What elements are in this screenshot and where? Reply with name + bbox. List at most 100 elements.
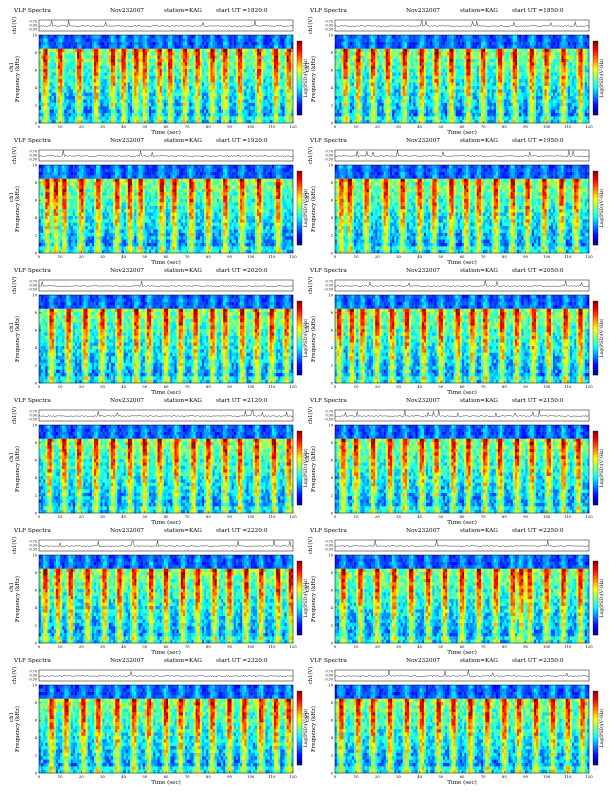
- frequency-axis-prefix: ch1: [9, 62, 15, 72]
- time-axis-label: Time (sec): [447, 389, 477, 396]
- frequency-tick-label: 4: [35, 85, 38, 90]
- frequency-tick-label: 10: [328, 682, 333, 687]
- time-tick-label: 90: [523, 774, 528, 779]
- frequency-axis-prefix: ch1: [305, 322, 311, 332]
- time-tick-label: 70: [481, 124, 486, 129]
- time-tick-label: 0: [38, 384, 41, 389]
- waveform-trace: [334, 670, 590, 677]
- waveform-tick-label: 0.00: [29, 674, 37, 678]
- spectrogram-panel: VLF Spectra Nov232007 station=KAG start UT …: [6, 8, 310, 136]
- waveform-tick-label: 0.00: [29, 154, 37, 158]
- frequency-tick-label: 6: [35, 718, 38, 723]
- colorbar-label: Log(PSD)(V²/Hz): [302, 448, 309, 487]
- time-tick-label: 110: [268, 254, 276, 259]
- time-tick-label: 20: [79, 124, 84, 129]
- frequency-tick-label: 0: [35, 640, 38, 645]
- frequency-tick-label: 2: [35, 363, 38, 368]
- frequency-tick-label: 6: [331, 718, 334, 723]
- time-tick-label: 30: [100, 774, 105, 779]
- time-tick-label: 80: [206, 514, 211, 519]
- time-tick-label: 40: [121, 644, 126, 649]
- time-tick-label: 10: [58, 644, 63, 649]
- waveform-axis-label: ch1(V): [11, 537, 18, 554]
- waveform-trace: [38, 409, 294, 418]
- time-tick-label: 120: [585, 124, 593, 129]
- waveform-tick-label: -0.50: [28, 418, 37, 422]
- frequency-tick-label: 10: [328, 32, 333, 37]
- colorbar: [296, 430, 303, 506]
- time-tick-label: 100: [543, 644, 551, 649]
- panel-start-time: start UT =1920:0: [216, 138, 268, 145]
- time-tick-label: 60: [460, 254, 465, 259]
- time-tick-label: 50: [142, 124, 147, 129]
- spectrogram-panel: VLF Spectra Nov232007 station=KAG start UT …: [302, 528, 606, 656]
- time-tick-label: 100: [247, 644, 255, 649]
- spectrogram-heatmap: [335, 165, 590, 254]
- frequency-tick-label: 2: [35, 103, 38, 108]
- spectrogram-panel: VLF Spectra Nov232007 station=KAG start UT …: [6, 138, 310, 266]
- time-tick-label: 70: [481, 774, 486, 779]
- panel-station: station=KAG: [460, 658, 498, 665]
- waveform-tick-label: 0.70: [325, 20, 333, 24]
- waveform-tick-label: -0.50: [324, 418, 333, 422]
- frequency-axis-label: Frequency (kHz): [310, 56, 317, 102]
- frequency-tick-label: 6: [331, 328, 334, 333]
- time-tick-label: 120: [289, 254, 297, 259]
- waveform-tick-label: 0.00: [29, 284, 37, 288]
- colorbar-tick-label: -: [595, 507, 596, 511]
- time-tick-label: 120: [585, 514, 593, 519]
- colorbar-tick-label: -: [595, 247, 596, 251]
- colorbar-label: Log(PSD)(V²/Hz): [598, 58, 605, 97]
- colorbar-tick-label: -: [595, 117, 596, 121]
- time-tick-label: 40: [417, 254, 422, 259]
- frequency-tick-label: 4: [35, 475, 38, 480]
- waveform-tick-label: 0.00: [325, 284, 333, 288]
- frequency-tick-label: 4: [331, 345, 334, 350]
- spectrogram-heatmap: [39, 165, 294, 254]
- panel-start-time: start UT =2050:0: [512, 268, 564, 275]
- time-tick-label: 50: [142, 384, 147, 389]
- time-tick-label: 0: [334, 774, 337, 779]
- time-tick-label: 30: [396, 124, 401, 129]
- waveform-axis-label: ch1(V): [307, 17, 314, 34]
- time-tick-label: 20: [375, 644, 380, 649]
- frequency-axis-prefix: ch1: [9, 582, 15, 592]
- panel-date: Nov232007: [110, 8, 144, 15]
- time-tick-label: 110: [268, 124, 276, 129]
- colorbar-label: Log(PSD)(V²/Hz): [598, 578, 605, 617]
- waveform-frame: [38, 409, 294, 422]
- time-tick-label: 90: [227, 774, 232, 779]
- waveform-tick-label: 0.00: [29, 24, 37, 28]
- time-tick-label: 110: [564, 774, 572, 779]
- frequency-tick-label: 6: [35, 588, 38, 593]
- panel-title: VLF Spectra: [14, 398, 51, 405]
- time-tick-label: 10: [354, 514, 359, 519]
- time-tick-label: 40: [417, 644, 422, 649]
- spectrogram-panel: VLF Spectra Nov232007 station=KAG start UT …: [302, 138, 606, 266]
- time-tick-label: 90: [523, 124, 528, 129]
- waveform-tick-label: 0.00: [325, 154, 333, 158]
- time-tick-label: 40: [417, 384, 422, 389]
- time-tick-label: 70: [185, 514, 190, 519]
- time-tick-label: 30: [100, 124, 105, 129]
- frequency-tick-label: 6: [35, 328, 38, 333]
- time-tick-label: 100: [247, 254, 255, 259]
- panel-title: VLF Spectra: [310, 528, 347, 535]
- frequency-axis-label: Frequency (kHz): [310, 186, 317, 232]
- frequency-axis-prefix: ch1: [305, 192, 311, 202]
- frequency-tick-label: 2: [35, 623, 38, 628]
- panel-title: VLF Spectra: [310, 8, 347, 15]
- time-tick-label: 60: [164, 124, 169, 129]
- frequency-tick-label: 0: [331, 770, 334, 775]
- panel-date: Nov232007: [110, 138, 144, 145]
- spectrogram-heatmap: [39, 685, 294, 774]
- waveform-trace: [38, 671, 294, 677]
- time-tick-label: 0: [334, 644, 337, 649]
- colorbar: [592, 170, 599, 246]
- waveform-tick-label: 0.00: [29, 544, 37, 548]
- time-tick-label: 80: [502, 644, 507, 649]
- frequency-tick-label: 10: [32, 552, 37, 557]
- time-tick-label: 0: [38, 254, 41, 259]
- time-tick-label: 30: [100, 514, 105, 519]
- panel-station: station=KAG: [460, 528, 498, 535]
